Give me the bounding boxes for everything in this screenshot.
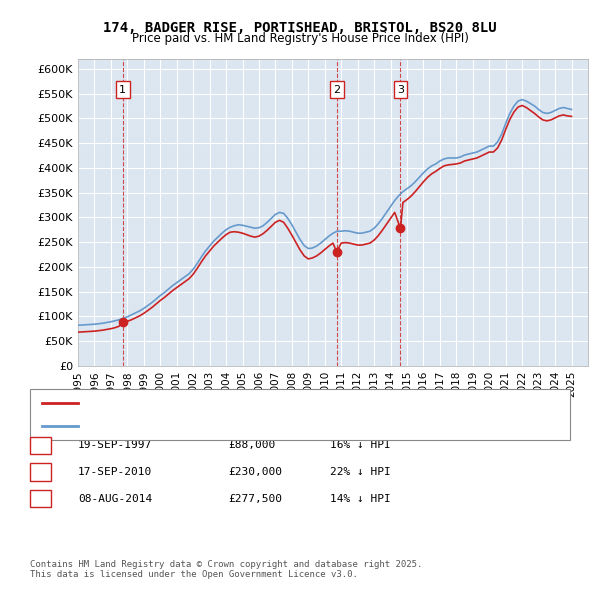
Text: Price paid vs. HM Land Registry's House Price Index (HPI): Price paid vs. HM Land Registry's House … (131, 32, 469, 45)
Text: 08-AUG-2014: 08-AUG-2014 (78, 494, 152, 503)
Text: 2: 2 (333, 85, 340, 94)
Text: 22% ↓ HPI: 22% ↓ HPI (330, 467, 391, 477)
Text: 16% ↓ HPI: 16% ↓ HPI (330, 441, 391, 450)
Text: HPI: Average price, detached house, North Somerset: HPI: Average price, detached house, Nort… (84, 421, 397, 431)
Text: £230,000: £230,000 (228, 467, 282, 477)
Text: 1: 1 (119, 85, 126, 94)
Text: 174, BADGER RISE, PORTISHEAD, BRISTOL, BS20 8LU (detached house): 174, BADGER RISE, PORTISHEAD, BRISTOL, B… (84, 398, 484, 408)
Text: £277,500: £277,500 (228, 494, 282, 503)
Text: 1: 1 (37, 441, 44, 450)
Text: 3: 3 (37, 494, 44, 503)
Text: Contains HM Land Registry data © Crown copyright and database right 2025.
This d: Contains HM Land Registry data © Crown c… (30, 560, 422, 579)
Text: 17-SEP-2010: 17-SEP-2010 (78, 467, 152, 477)
Text: 19-SEP-1997: 19-SEP-1997 (78, 441, 152, 450)
Text: 174, BADGER RISE, PORTISHEAD, BRISTOL, BS20 8LU: 174, BADGER RISE, PORTISHEAD, BRISTOL, B… (103, 21, 497, 35)
Text: 3: 3 (397, 85, 404, 94)
Text: 2: 2 (37, 467, 44, 477)
Text: £88,000: £88,000 (228, 441, 275, 450)
Text: 14% ↓ HPI: 14% ↓ HPI (330, 494, 391, 503)
